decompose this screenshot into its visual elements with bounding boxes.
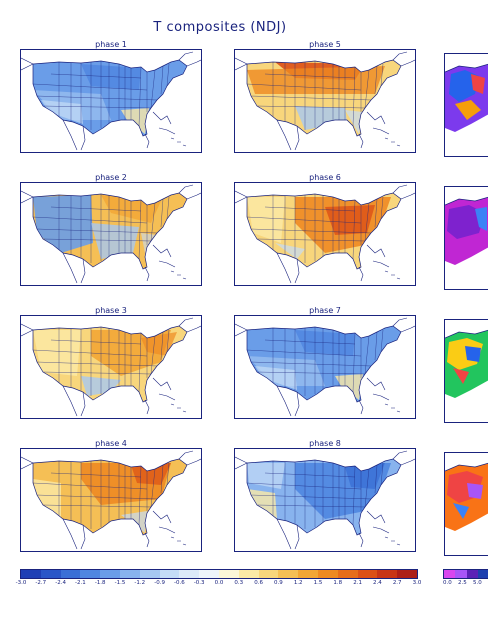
panel-label: phase 8	[309, 439, 341, 448]
map-panel: phase 2	[20, 173, 202, 286]
colorbar-swatch	[159, 570, 180, 578]
colorbar-tick-label: 0.6	[254, 580, 263, 586]
colorbar-tick-label: -0.6	[174, 580, 185, 586]
colorbar-swatch	[444, 570, 456, 578]
colorbar-tick-label: -2.4	[55, 580, 66, 586]
colorbar-swatch	[357, 570, 378, 578]
partial-map-2	[444, 186, 488, 290]
colorbar-swatch	[21, 570, 41, 578]
colorbar-swatch	[298, 570, 318, 578]
temperature-colorbar	[20, 569, 418, 579]
map-frame	[234, 448, 416, 552]
colorbar-swatch	[377, 570, 398, 578]
colorbar-tick-label: -3.0	[15, 580, 27, 586]
panel-label: phase 4	[95, 439, 127, 448]
map-panel: phase 7	[234, 306, 416, 419]
colorbar-swatch	[139, 570, 160, 578]
map-frame	[234, 49, 416, 153]
map-frame	[20, 182, 202, 286]
colorbar-tick-label: -2.1	[75, 580, 86, 586]
colorbar-tick-label: 2.1	[353, 580, 362, 586]
partial-map-1	[444, 53, 488, 157]
colorbar-swatch	[455, 570, 467, 578]
colorbar-swatch	[199, 570, 219, 578]
map-panel: phase 1	[20, 40, 202, 153]
map-frame	[20, 49, 202, 153]
colorbar-tick-label: 2.5	[458, 580, 467, 586]
colorbar-tick-label: 0.3	[234, 580, 244, 586]
map-panel: phase 8	[234, 439, 416, 552]
panel-label: phase 6	[309, 173, 341, 182]
panel-label: phase 2	[95, 173, 127, 182]
colorbar-tick-label: 2.4	[373, 580, 382, 586]
colorbar-tick-label: 3.0	[412, 580, 422, 586]
map-frame	[234, 315, 416, 419]
partial-map-4	[444, 452, 488, 556]
map-frame	[234, 182, 416, 286]
colorbar-tick-label: -1.5	[114, 580, 126, 586]
colorbar-swatch	[179, 570, 200, 578]
colorbar-swatch	[397, 570, 417, 578]
panel-label: phase 7	[309, 306, 341, 315]
colorbar-tick-label: 1.5	[313, 580, 323, 586]
colorbar-tick-labels: -3.0 -2.7 -2.4 -2.1 -1.8 -1.5 -1.2 -0.9 -0.6 -0.3…	[16, 580, 422, 590]
partial-map-3	[444, 319, 488, 423]
colorbar-swatch	[317, 570, 338, 578]
colorbar-tick-label: -0.3	[193, 580, 205, 586]
colorbar-swatch	[258, 570, 279, 578]
colorbar-tick-label: 0.9	[274, 580, 283, 586]
colorbar-swatch	[60, 570, 81, 578]
colorbar-tick-label: 2.7	[392, 580, 402, 586]
map-panel: phase 3	[20, 306, 202, 419]
colorbar-swatch	[337, 570, 358, 578]
partial-colorbar	[443, 569, 488, 579]
panel-label: phase 5	[309, 40, 341, 49]
colorbar-swatch	[218, 570, 239, 578]
colorbar-swatch	[477, 570, 488, 578]
colorbar-swatch	[80, 570, 101, 578]
panel-label: phase 3	[95, 306, 127, 315]
map-frame	[20, 315, 202, 419]
map-panel: phase 6	[234, 173, 416, 286]
colorbar-swatch	[100, 570, 120, 578]
colorbar-swatch	[119, 570, 140, 578]
map-panel: phase 4	[20, 439, 202, 552]
colorbar-tick-label: 5.0	[473, 580, 482, 586]
colorbar-swatch	[238, 570, 259, 578]
colorbar-swatch	[40, 570, 61, 578]
colorbar-tick-label: -1.2	[134, 580, 146, 586]
panel-label: phase 1	[95, 40, 127, 49]
colorbar-tick-label: 0.0	[443, 580, 452, 586]
figure-title: T composites (NDJ)	[153, 20, 287, 35]
colorbar-tick-label: -2.7	[35, 580, 47, 586]
colorbar-tick-label: 1.2	[293, 580, 303, 586]
colorbar-tick-label: -1.8	[94, 580, 106, 586]
colorbar-swatch	[278, 570, 299, 578]
map-frame	[20, 448, 202, 552]
colorbar-tick-label: 1.8	[333, 580, 343, 586]
colorbar-tick-label: 0.0	[214, 580, 224, 586]
partial-colorbar-tick-labels: 0.0 2.5 5.0	[443, 580, 488, 590]
map-panel: phase 5	[234, 40, 416, 153]
colorbar-swatch	[466, 570, 478, 578]
colorbar-tick-label: -0.9	[154, 580, 165, 586]
